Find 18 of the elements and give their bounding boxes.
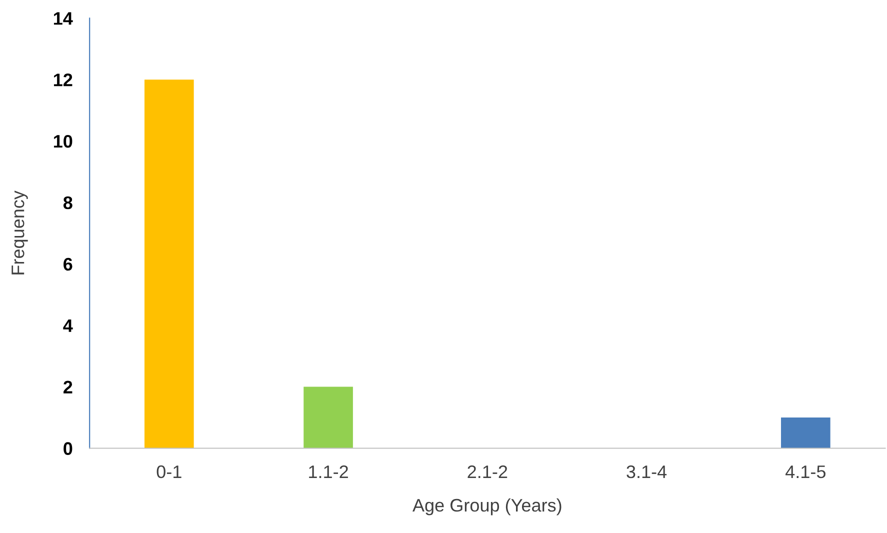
bar — [144, 80, 194, 448]
y-tick-label: 14 — [54, 12, 73, 25]
y-tick-label: 12 — [54, 74, 72, 86]
bar — [304, 386, 353, 448]
y-tick-label: 4 — [63, 319, 73, 332]
x-tick-label: 4.1-5 — [786, 466, 826, 478]
x-axis-title: Age Group (Years) — [412, 498, 562, 516]
y-tick-label: 6 — [64, 258, 72, 271]
y-tick-label: 8 — [63, 196, 72, 210]
x-tick-label: 0-1 — [156, 465, 182, 478]
x-tick-label: 3.1-4 — [626, 465, 667, 478]
x-tick-label: 2.1-2 — [468, 465, 508, 478]
y-tick-label: 2 — [64, 380, 72, 394]
y-axis-title: Frequency — [12, 190, 28, 274]
y-tick-label: 10 — [54, 134, 72, 148]
x-tick-label: 1.1-2 — [309, 465, 348, 478]
bar — [780, 418, 830, 448]
y-tick-label: 0 — [64, 442, 72, 455]
